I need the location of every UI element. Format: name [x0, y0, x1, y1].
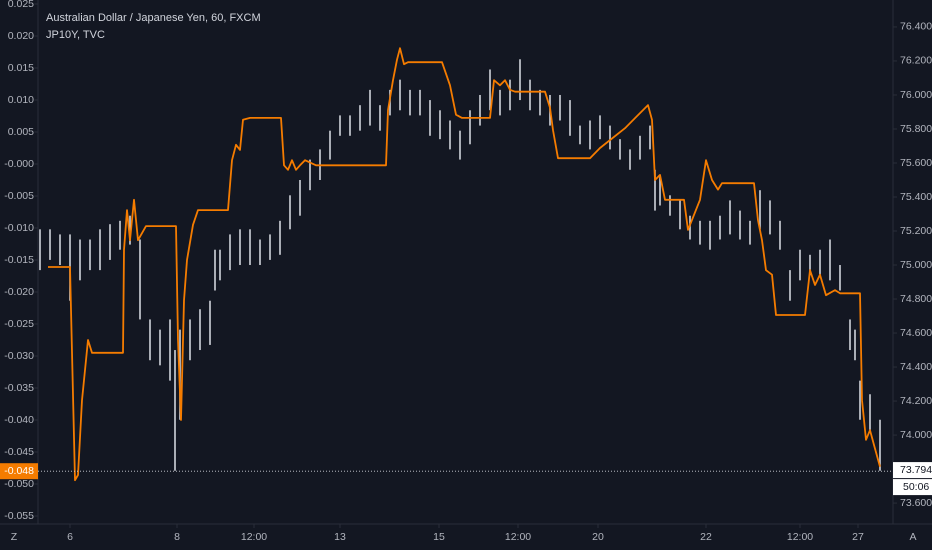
- y2-tick-label: 75.400: [900, 191, 932, 203]
- last-value-box: [0, 463, 38, 480]
- y2-tick-label: 75.600: [900, 157, 932, 169]
- y-tick-label: -0.010: [4, 222, 34, 234]
- x-tick-label: 8: [174, 531, 180, 543]
- last-price-box: [893, 462, 932, 479]
- last-value-label: -0.048: [4, 465, 34, 477]
- yield-line: [48, 47, 881, 482]
- y2-tick-label: 76.400: [900, 21, 932, 33]
- y-tick-label: -0.045: [4, 446, 34, 458]
- countdown-box: [893, 479, 932, 496]
- x-tick-label: 12:00: [241, 531, 267, 543]
- y-tick-label: -0.035: [4, 382, 34, 394]
- x-tick-label: 12:00: [505, 531, 531, 543]
- y2-tick-label: 75.800: [900, 123, 932, 135]
- y-tick-label: -0.030: [4, 350, 34, 362]
- y2-tick-label: 74.800: [900, 293, 932, 305]
- x-tick-label: 12:00: [787, 531, 813, 543]
- x-tick-label: 20: [592, 531, 604, 543]
- countdown-label: 50:06: [903, 481, 929, 493]
- y-tick-label: 0.025: [8, 0, 34, 10]
- y-tick-label: -0.015: [4, 254, 34, 266]
- x-tick-label: 27: [852, 531, 864, 543]
- y2-tick-label: 74.400: [900, 361, 932, 373]
- last-price-label: 73.794: [900, 464, 932, 476]
- y2-tick-label: 74.000: [900, 429, 932, 441]
- y-tick-label: 0.010: [8, 94, 34, 106]
- y2-tick-label: 75.200: [900, 225, 932, 237]
- x-tick-label: 6: [67, 531, 73, 543]
- y-tick-label: 0.020: [8, 30, 34, 42]
- series-title: Australian Dollar / Japanese Yen, 60, FX…: [46, 12, 261, 24]
- x-tick-label: 22: [700, 531, 712, 543]
- y-tick-label: -0.055: [4, 510, 34, 522]
- y2-tick-label: 75.000: [900, 259, 932, 271]
- y2-tick-label: 76.000: [900, 89, 932, 101]
- series-subtitle: JP10Y, TVC: [46, 29, 105, 41]
- x-tick-label: 15: [433, 531, 445, 543]
- y-tick-label: 0.015: [8, 62, 34, 74]
- y-tick-label: -0.040: [4, 414, 34, 426]
- y-tick-label: -0.025: [4, 318, 34, 330]
- y2-tick-label: 74.600: [900, 327, 932, 339]
- corner-button[interactable]: A: [909, 531, 916, 543]
- plot: [39, 47, 881, 482]
- y-tick-label: -0.050: [4, 478, 34, 490]
- y2-tick-label: 73.600: [900, 497, 932, 509]
- y2-tick-label: 74.200: [900, 395, 932, 407]
- x-tick-label: 13: [334, 531, 346, 543]
- corner-button[interactable]: Z: [11, 531, 18, 543]
- y-tick-label: -0.000: [4, 158, 34, 170]
- y-tick-label: 0.005: [8, 126, 34, 138]
- y-tick-label: -0.020: [4, 286, 34, 298]
- y2-tick-label: 76.200: [900, 55, 932, 67]
- y-tick-label: -0.005: [4, 190, 34, 202]
